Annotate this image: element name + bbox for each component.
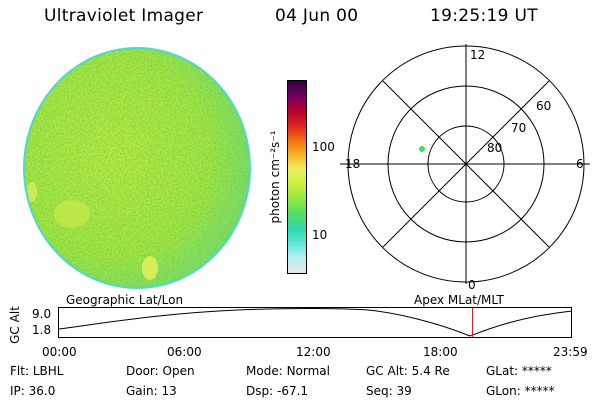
status-glon: GLon: ***** — [486, 384, 555, 398]
status-glat: GLat: ***** — [486, 364, 552, 378]
mlt-label-0: 0 — [468, 278, 476, 292]
lat-label-60: 60 — [536, 99, 551, 113]
status-door: Door: Open — [126, 364, 195, 378]
status-mode: Mode: Normal — [246, 364, 330, 378]
time-tick-0: 00:00 — [42, 345, 77, 359]
geographic-label: Geographic Lat/Lon — [66, 293, 184, 307]
instrument-title: Ultraviolet Imager — [44, 6, 204, 26]
polar-plot: 12 18 6 0 60 70 80 — [340, 44, 590, 292]
polar-diagonal-2 — [382, 80, 550, 248]
colorbar-unit-label: photon cm⁻²s⁻¹ — [268, 130, 282, 224]
time-tick-2: 12:00 — [296, 345, 331, 359]
y-tick-top: 9.0 — [32, 307, 52, 321]
status-seq: Seq: 39 — [366, 384, 412, 398]
mlt-label-18: 18 — [345, 157, 360, 171]
timeline-frame — [58, 307, 572, 338]
polar-spot — [419, 146, 425, 152]
apex-label: Apex MLat/MLT — [414, 293, 504, 307]
time-tick-1: 06:00 — [167, 345, 202, 359]
status-gc-alt: GC Alt: 5.4 Re — [366, 364, 450, 378]
lat-label-70: 70 — [511, 121, 526, 135]
altitude-curve — [58, 308, 573, 337]
colorbar-tick-10: 10 — [312, 228, 328, 242]
colorbar-tick-100: 100 — [312, 140, 335, 154]
gc-alt-axis-label: GC Alt — [7, 306, 22, 344]
mlt-label-6: 6 — [576, 157, 584, 171]
mlt-label-12: 12 — [470, 48, 485, 62]
status-flt: Flt: LBHL — [10, 364, 64, 378]
date-label: 04 Jun 00 — [275, 6, 359, 26]
uv-image-disk — [23, 47, 251, 289]
time-tick-4: 23:59 — [553, 345, 588, 359]
time-label: 19:25:19 UT — [430, 6, 538, 26]
status-gain: Gain: 13 — [126, 384, 177, 398]
timeline-plot — [58, 307, 573, 338]
colorbar — [287, 80, 307, 274]
lat-label-80: 80 — [487, 141, 502, 155]
y-tick-bottom: 1.8 — [32, 323, 52, 337]
status-ip: IP: 36.0 — [10, 384, 56, 398]
time-tick-3: 18:00 — [423, 345, 458, 359]
status-dsp: Dsp: -67.1 — [246, 384, 309, 398]
